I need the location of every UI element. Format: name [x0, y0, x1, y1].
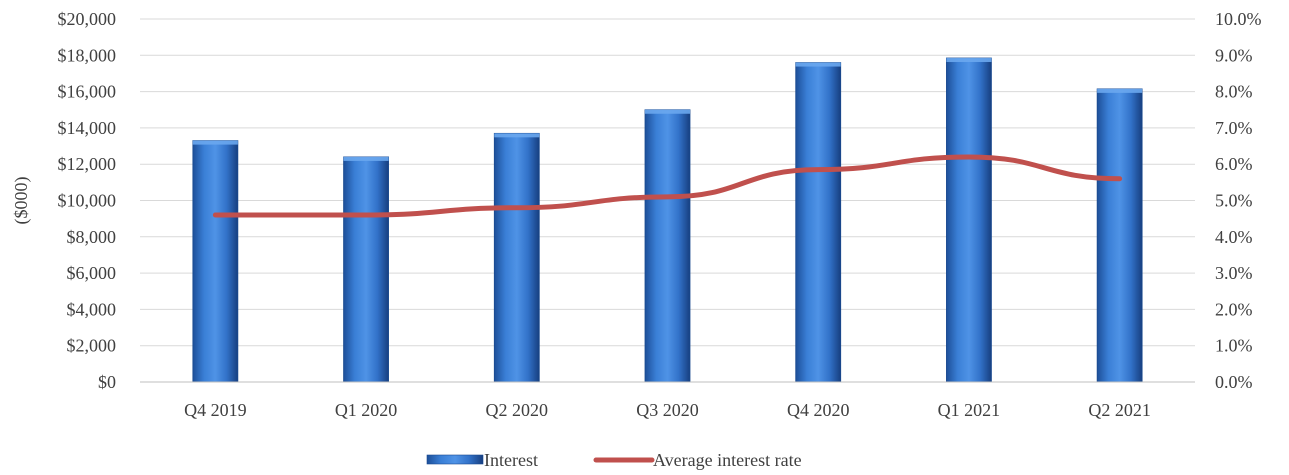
- y-tick-label: $20,000: [58, 9, 117, 29]
- bar: [946, 57, 992, 383]
- y2-tick-label: 9.0%: [1215, 45, 1253, 65]
- x-tick-label: Q1 2021: [938, 400, 1001, 420]
- bar: [192, 140, 239, 383]
- legend-swatch-interest: [426, 454, 484, 465]
- y2-tick-label: 7.0%: [1215, 118, 1253, 138]
- bar: [644, 109, 691, 383]
- y2-tick-label: 0.0%: [1215, 372, 1253, 392]
- y2-tick-label: 5.0%: [1215, 191, 1253, 211]
- x-tick-label: Q2 2020: [486, 400, 549, 420]
- legend-label-average-interest-rate: Average interest rate: [653, 450, 802, 470]
- bar: [1096, 88, 1143, 383]
- y-tick-label: $10,000: [58, 191, 117, 211]
- y2-tick-label: 1.0%: [1215, 336, 1253, 356]
- y-tick-label: $4,000: [67, 299, 117, 319]
- bar-top-highlight: [645, 109, 690, 114]
- line-series: [212, 154, 1123, 218]
- bar-top-highlight: [1097, 88, 1143, 93]
- average-interest-rate-line: [212, 154, 1123, 218]
- y-tick-label: $14,000: [58, 118, 117, 138]
- bars: [192, 57, 1143, 383]
- bar-top-highlight: [494, 133, 540, 138]
- x-tick-label: Q1 2020: [335, 400, 398, 420]
- bar: [493, 132, 540, 383]
- x-tick-label: Q2 2021: [1088, 400, 1151, 420]
- y2-tick-label: 2.0%: [1215, 299, 1253, 319]
- left-axis: $0 $2,000 $4,000 $6,000 $8,000 $10,000 $12,000…: [58, 9, 117, 392]
- bar-top-highlight: [946, 58, 992, 63]
- x-tick-label: Q4 2019: [184, 400, 247, 420]
- y-tick-label: $6,000: [67, 263, 117, 283]
- y2-tick-label: 8.0%: [1215, 82, 1253, 102]
- y2-tick-label: 3.0%: [1215, 263, 1253, 283]
- legend-label-interest: Interest: [484, 450, 538, 470]
- right-axis: 0.0% 1.0% 2.0% 3.0% 4.0% 5.0% 6.0% 7.0% 8.0% 9.0%…: [1215, 9, 1262, 392]
- x-tick-label: Q4 2020: [787, 400, 850, 420]
- bar-top-highlight: [192, 140, 238, 145]
- bar-top-highlight: [795, 62, 841, 67]
- y-tick-label: $8,000: [67, 227, 117, 247]
- y-tick-label: $16,000: [58, 82, 117, 102]
- x-axis: Q4 2019 Q1 2020 Q2 2020 Q3 2020 Q4 2020 Q1 20…: [140, 381, 1195, 420]
- y-tick-label: $0: [98, 372, 116, 392]
- bar: [343, 156, 389, 383]
- x-tick-label: Q3 2020: [636, 400, 699, 420]
- y2-tick-label: 10.0%: [1215, 9, 1262, 29]
- y-tick-label: $2,000: [67, 336, 117, 356]
- legend: Interest Average interest rate: [426, 450, 802, 470]
- y-axis-title: ($000): [11, 177, 32, 225]
- bar: [795, 62, 842, 383]
- y-tick-label: $12,000: [58, 154, 117, 174]
- y-tick-label: $18,000: [58, 45, 117, 65]
- y2-tick-label: 6.0%: [1215, 154, 1253, 174]
- y2-tick-label: 4.0%: [1215, 227, 1253, 247]
- bar-top-highlight: [343, 156, 389, 161]
